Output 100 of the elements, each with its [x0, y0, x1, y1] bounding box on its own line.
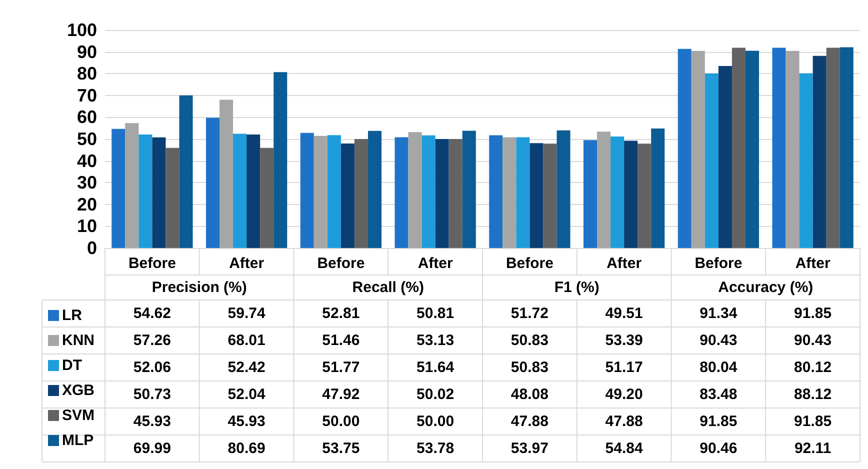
data-label: 52.04: [228, 386, 266, 403]
y-tick-label: 40: [76, 150, 97, 171]
data-label: 51.46: [322, 332, 360, 349]
text: Recall (%): [352, 279, 424, 296]
data-label: 51.17: [605, 359, 643, 376]
x-tick-label: After: [418, 255, 453, 272]
legend-label: XGB: [62, 382, 95, 399]
data-label: 91.85: [794, 413, 832, 430]
legend-label: KNN: [62, 332, 94, 349]
x-tick-label: After: [229, 255, 264, 272]
data-label: 50.00: [416, 413, 454, 430]
data-label: 90.43: [700, 332, 738, 349]
bar: [638, 144, 652, 248]
bar: [368, 130, 382, 248]
data-label: 90.46: [700, 440, 738, 457]
data-label: 49.51: [605, 305, 643, 322]
bar: [448, 139, 462, 248]
legend-label: SVM: [62, 407, 95, 424]
bar: [327, 135, 341, 248]
bar: [125, 123, 139, 248]
data-label: 80.04: [700, 359, 738, 376]
text: Accuracy (%): [718, 279, 814, 296]
bar: [543, 144, 557, 248]
y-tick-label: 10: [76, 216, 97, 236]
bar: [435, 138, 449, 248]
bar: [462, 130, 476, 248]
bar: [408, 132, 422, 248]
bar: [610, 136, 624, 248]
bar: [745, 50, 760, 248]
bar: [530, 143, 544, 248]
data-label: 91.85: [794, 305, 832, 322]
y-tick-label: 60: [76, 107, 97, 128]
data-label: 47.88: [510, 413, 548, 430]
bar: [246, 134, 260, 248]
bar: [786, 50, 800, 248]
bar: [840, 47, 854, 248]
bar: [354, 139, 368, 248]
data-label: 50.83: [510, 332, 548, 349]
data-label: 68.01: [228, 332, 266, 349]
y-tick-label: 100: [66, 20, 97, 40]
x-tick-label: Before: [506, 255, 554, 272]
y-tick-label: 30: [76, 172, 97, 193]
x-tick-label: After: [795, 255, 830, 272]
bar: [678, 48, 692, 248]
bar: [166, 148, 180, 248]
bar: [772, 48, 786, 248]
bar: [799, 73, 813, 248]
y-tick-label: 90: [76, 42, 97, 62]
bar: [624, 140, 638, 248]
data-label: 52.81: [322, 305, 360, 322]
data-label: 49.20: [605, 386, 643, 403]
data-label: 50.81: [416, 305, 454, 322]
legend-label: LR: [62, 307, 82, 324]
bar: [274, 72, 288, 248]
x-tick-label: Before: [128, 255, 176, 272]
text: F1 (%): [554, 279, 600, 296]
data-label: 80.12: [794, 359, 832, 376]
data-label: 57.26: [133, 332, 171, 349]
data-label: 80.69: [228, 440, 266, 457]
bar: [516, 137, 530, 248]
data-label: 54.62: [133, 305, 171, 322]
data-label: 51.72: [510, 305, 548, 322]
legend-label: DT: [62, 357, 82, 374]
data-label: 83.48: [700, 386, 738, 403]
bar: [691, 50, 705, 248]
text: Precision (%): [152, 279, 247, 296]
data-label: 48.08: [510, 386, 548, 403]
data-label: 47.92: [322, 386, 360, 403]
legend-label: MLP: [62, 432, 94, 449]
bar: [220, 100, 234, 248]
data-label: 91.85: [700, 413, 738, 430]
data-label: 53.75: [322, 440, 360, 457]
bar: [112, 128, 126, 248]
data-label: 50.00: [322, 413, 360, 430]
data-label: 69.99: [133, 440, 171, 457]
data-label: 53.97: [510, 440, 548, 457]
y-tick-label: 0: [86, 238, 97, 258]
data-label: 53.78: [416, 440, 454, 457]
bar: [651, 128, 665, 248]
bar: [583, 140, 598, 248]
y-tick-label: 20: [76, 194, 97, 214]
data-label: 45.93: [228, 413, 266, 430]
bar: [597, 132, 611, 248]
bar: [489, 135, 503, 248]
bar: [340, 144, 354, 248]
bar: [300, 132, 314, 248]
x-tick-label: After: [606, 255, 642, 272]
bar: [556, 130, 570, 248]
data-label: 47.88: [605, 413, 643, 430]
x-tick-label: Before: [694, 255, 742, 272]
data-label: 50.02: [416, 386, 454, 403]
bar: [179, 95, 193, 248]
bar: [732, 48, 746, 248]
data-label: 51.64: [416, 359, 455, 376]
data-label: 50.83: [510, 359, 548, 376]
y-tick-label: 50: [76, 129, 97, 149]
data-label: 53.39: [605, 332, 643, 349]
data-label: 52.06: [133, 359, 171, 376]
bar: [502, 137, 516, 248]
data-label: 54.84: [605, 440, 644, 457]
